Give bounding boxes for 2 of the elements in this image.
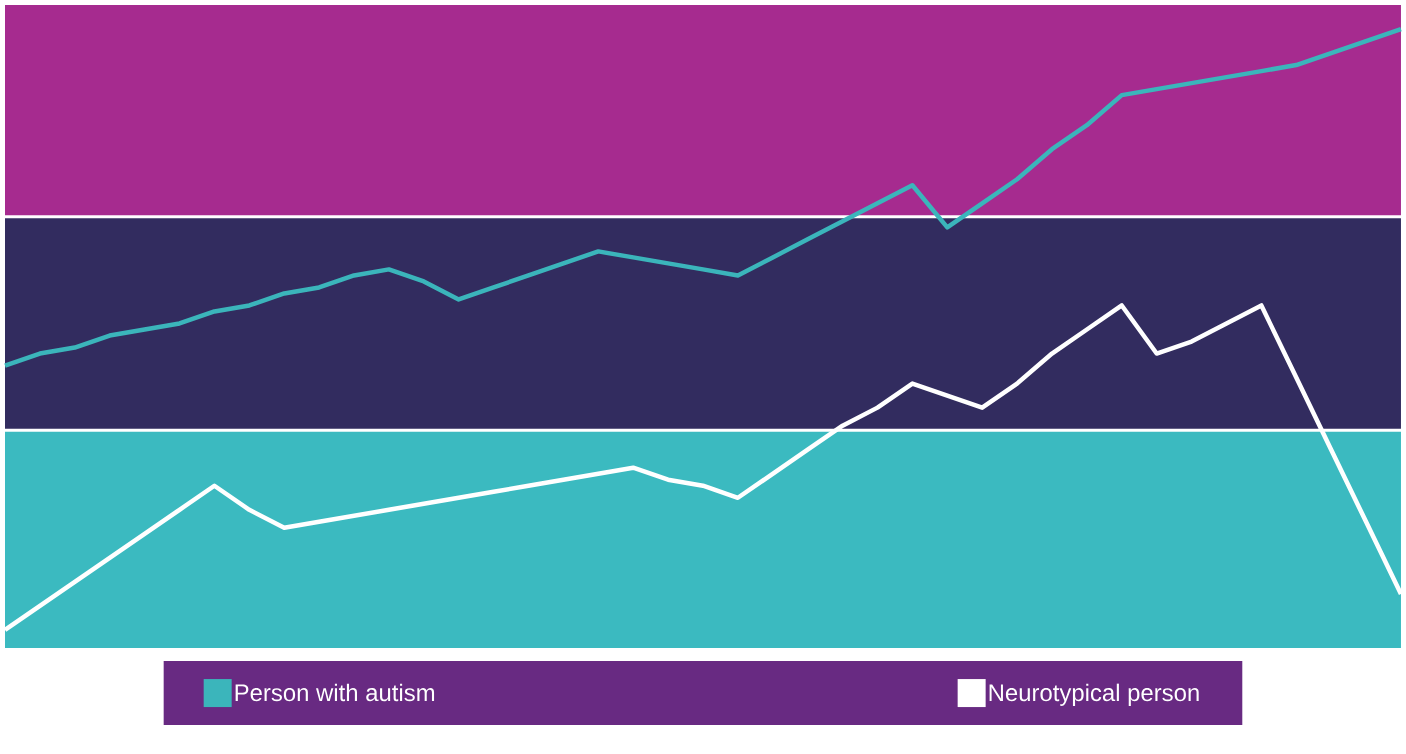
- legend-label: Neurotypical person: [989, 683, 1199, 706]
- legend-label: Person with autism: [235, 683, 435, 702]
